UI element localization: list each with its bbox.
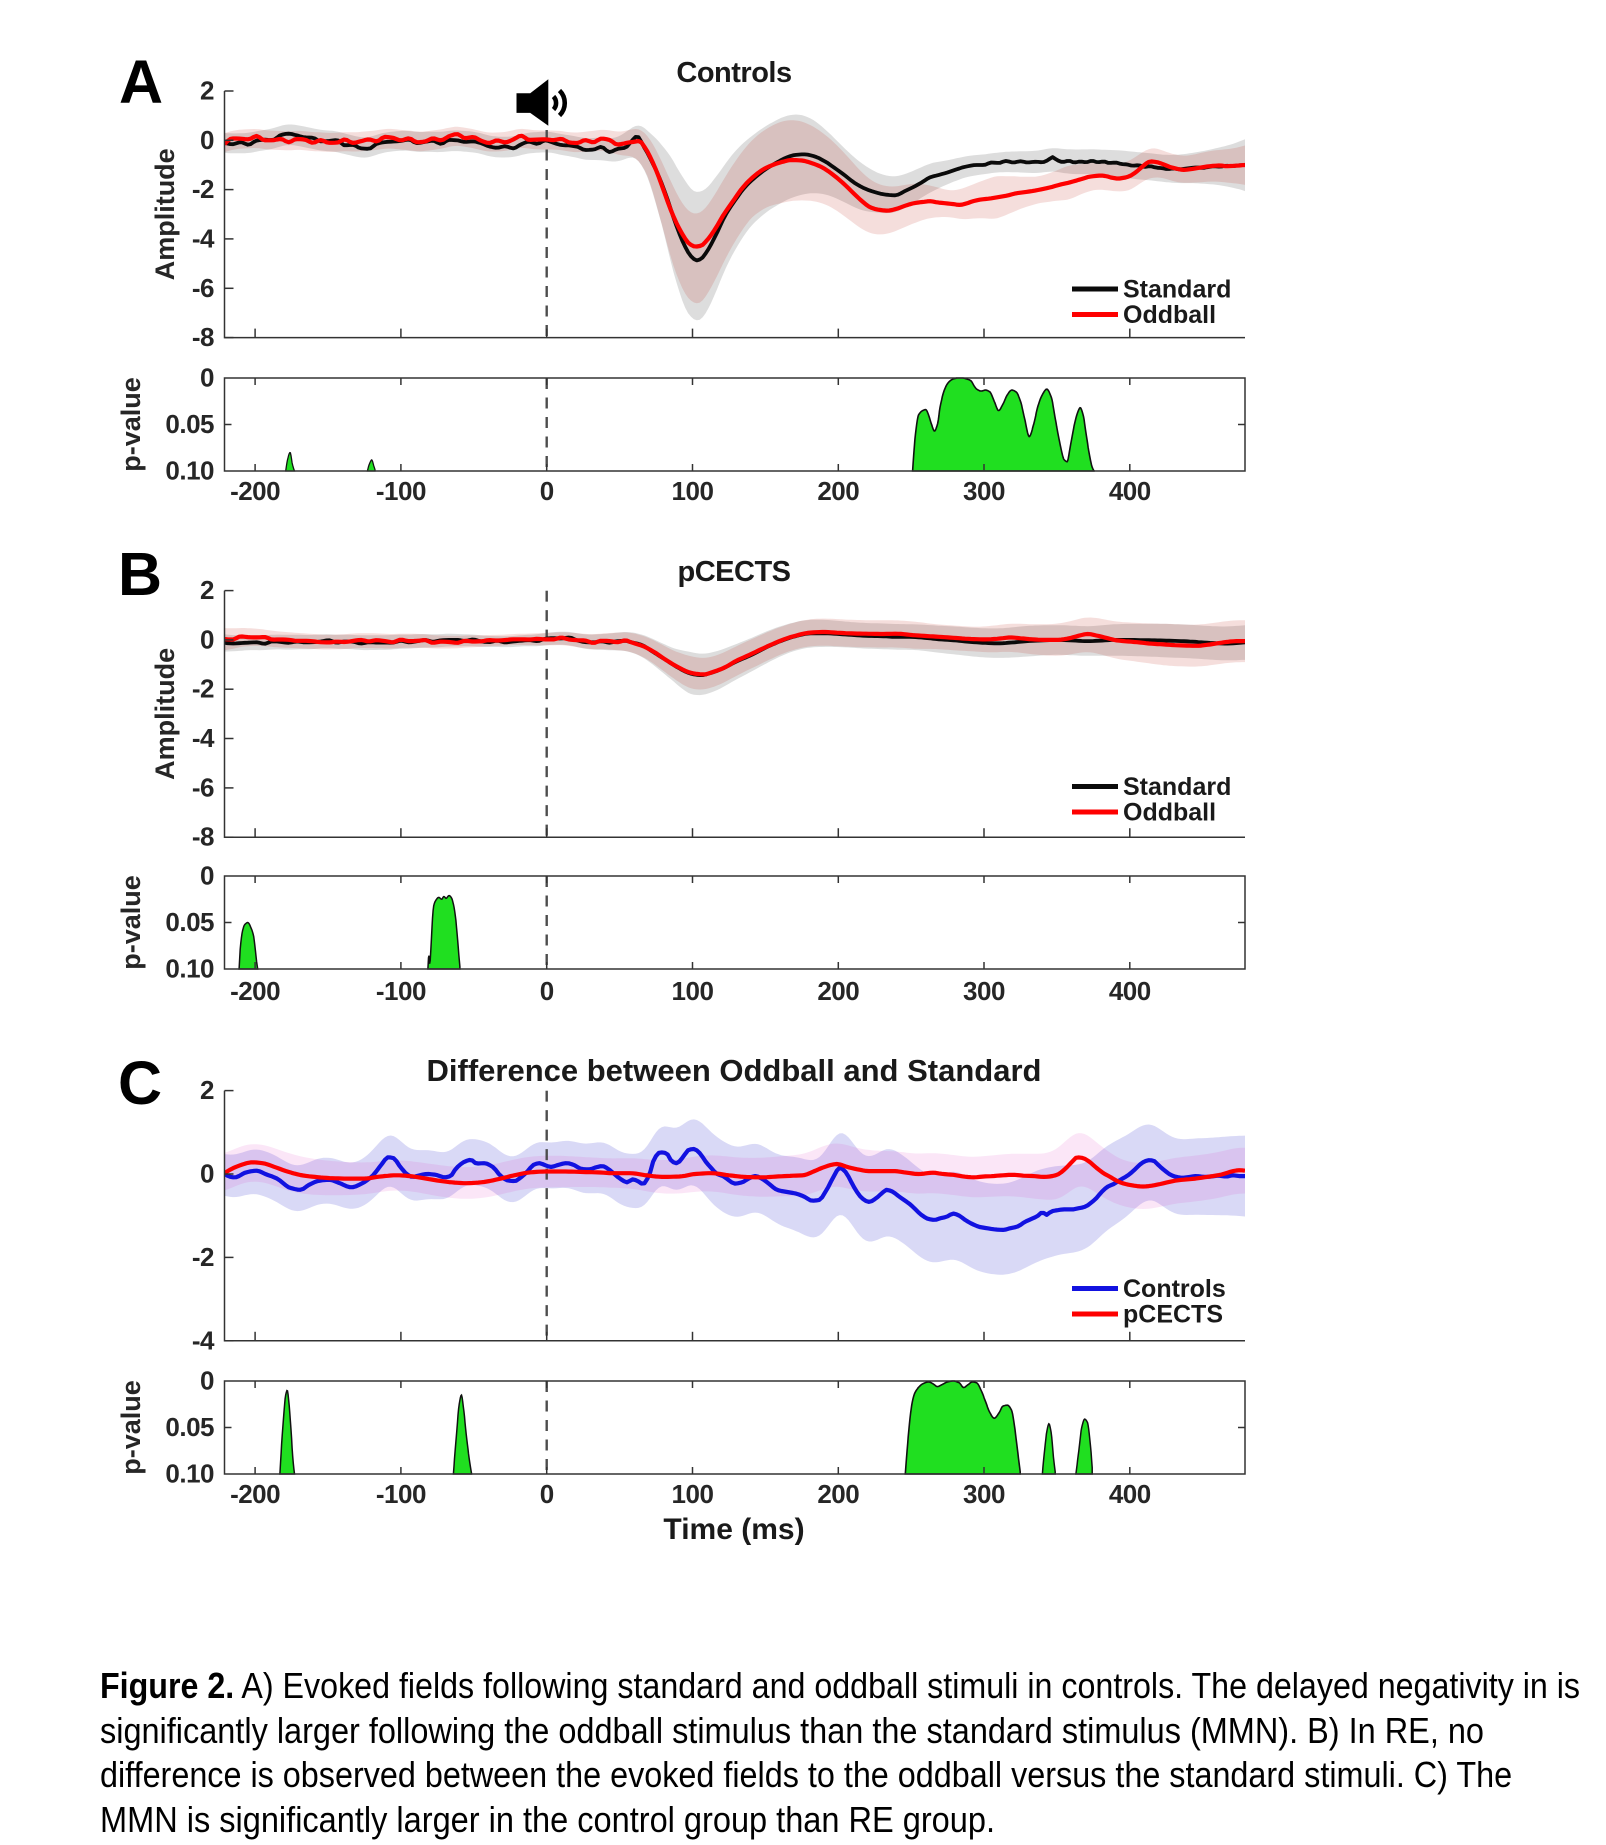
svg-text:-200: -200 xyxy=(230,476,280,506)
svg-text:A: A xyxy=(119,48,163,116)
svg-text:-2: -2 xyxy=(192,1242,214,1272)
svg-text:300: 300 xyxy=(963,1479,1005,1509)
svg-text:-2: -2 xyxy=(192,674,214,704)
svg-text:Amplitude: Amplitude xyxy=(150,148,180,280)
svg-text:Amplitude: Amplitude xyxy=(150,648,180,780)
svg-text:0: 0 xyxy=(200,125,214,155)
svg-text:100: 100 xyxy=(672,1479,714,1509)
svg-text:-200: -200 xyxy=(230,1479,280,1509)
svg-text:Standard: Standard xyxy=(1123,276,1231,304)
svg-text:2: 2 xyxy=(200,575,214,605)
svg-text:0.05: 0.05 xyxy=(165,907,214,937)
svg-text:300: 300 xyxy=(963,476,1005,506)
svg-text:0.05: 0.05 xyxy=(165,409,214,439)
svg-text:0: 0 xyxy=(200,624,214,654)
svg-text:-4: -4 xyxy=(192,723,215,753)
svg-text:-4: -4 xyxy=(192,1325,215,1355)
svg-text:0.10: 0.10 xyxy=(165,1459,214,1489)
svg-text:Controls: Controls xyxy=(1123,1275,1226,1303)
svg-text:100: 100 xyxy=(672,976,714,1006)
svg-text:-6: -6 xyxy=(192,772,214,802)
svg-text:0: 0 xyxy=(200,861,214,891)
svg-text:p-value: p-value xyxy=(116,377,146,472)
svg-text:C: C xyxy=(118,1049,162,1117)
svg-text:0: 0 xyxy=(200,1366,214,1396)
svg-text:0: 0 xyxy=(200,1159,214,1189)
svg-text:2: 2 xyxy=(200,1075,214,1105)
svg-text:-2: -2 xyxy=(192,174,214,204)
svg-text:200: 200 xyxy=(817,476,859,506)
svg-text:100: 100 xyxy=(672,476,714,506)
svg-text:0.05: 0.05 xyxy=(165,1412,214,1442)
svg-text:400: 400 xyxy=(1109,976,1151,1006)
svg-text:0: 0 xyxy=(540,1479,554,1509)
svg-text:pCECTS: pCECTS xyxy=(1123,1301,1223,1329)
svg-text:0.10: 0.10 xyxy=(165,954,214,984)
svg-text:p-value: p-value xyxy=(116,1380,146,1475)
svg-text:-100: -100 xyxy=(376,476,426,506)
svg-text:-4: -4 xyxy=(192,223,215,253)
svg-text:-8: -8 xyxy=(192,822,214,852)
svg-text:-6: -6 xyxy=(192,273,214,303)
svg-text:0.10: 0.10 xyxy=(165,456,214,486)
svg-text:Standard: Standard xyxy=(1123,773,1231,801)
svg-text:0: 0 xyxy=(540,476,554,506)
svg-text:Difference between Oddball and: Difference between Oddball and Standard xyxy=(427,1053,1042,1088)
svg-text:0: 0 xyxy=(200,363,214,393)
svg-text:300: 300 xyxy=(963,976,1005,1006)
svg-text:-100: -100 xyxy=(376,1479,426,1509)
svg-text:-8: -8 xyxy=(192,322,214,352)
svg-text:Oddball: Oddball xyxy=(1123,301,1216,329)
svg-text:2: 2 xyxy=(200,76,214,106)
svg-text:400: 400 xyxy=(1109,476,1151,506)
svg-text:p-value: p-value xyxy=(116,875,146,970)
svg-text:-100: -100 xyxy=(376,976,426,1006)
svg-text:200: 200 xyxy=(817,976,859,1006)
svg-text:-200: -200 xyxy=(230,976,280,1006)
svg-text:400: 400 xyxy=(1109,1479,1151,1509)
svg-text:200: 200 xyxy=(817,1479,859,1509)
svg-text:Controls: Controls xyxy=(676,57,791,89)
svg-text:Oddball: Oddball xyxy=(1123,799,1216,827)
svg-text:0: 0 xyxy=(540,976,554,1006)
svg-text:pCECTS: pCECTS xyxy=(678,556,791,588)
svg-text:B: B xyxy=(118,540,162,608)
svg-text:Time (ms): Time (ms) xyxy=(663,1513,804,1546)
